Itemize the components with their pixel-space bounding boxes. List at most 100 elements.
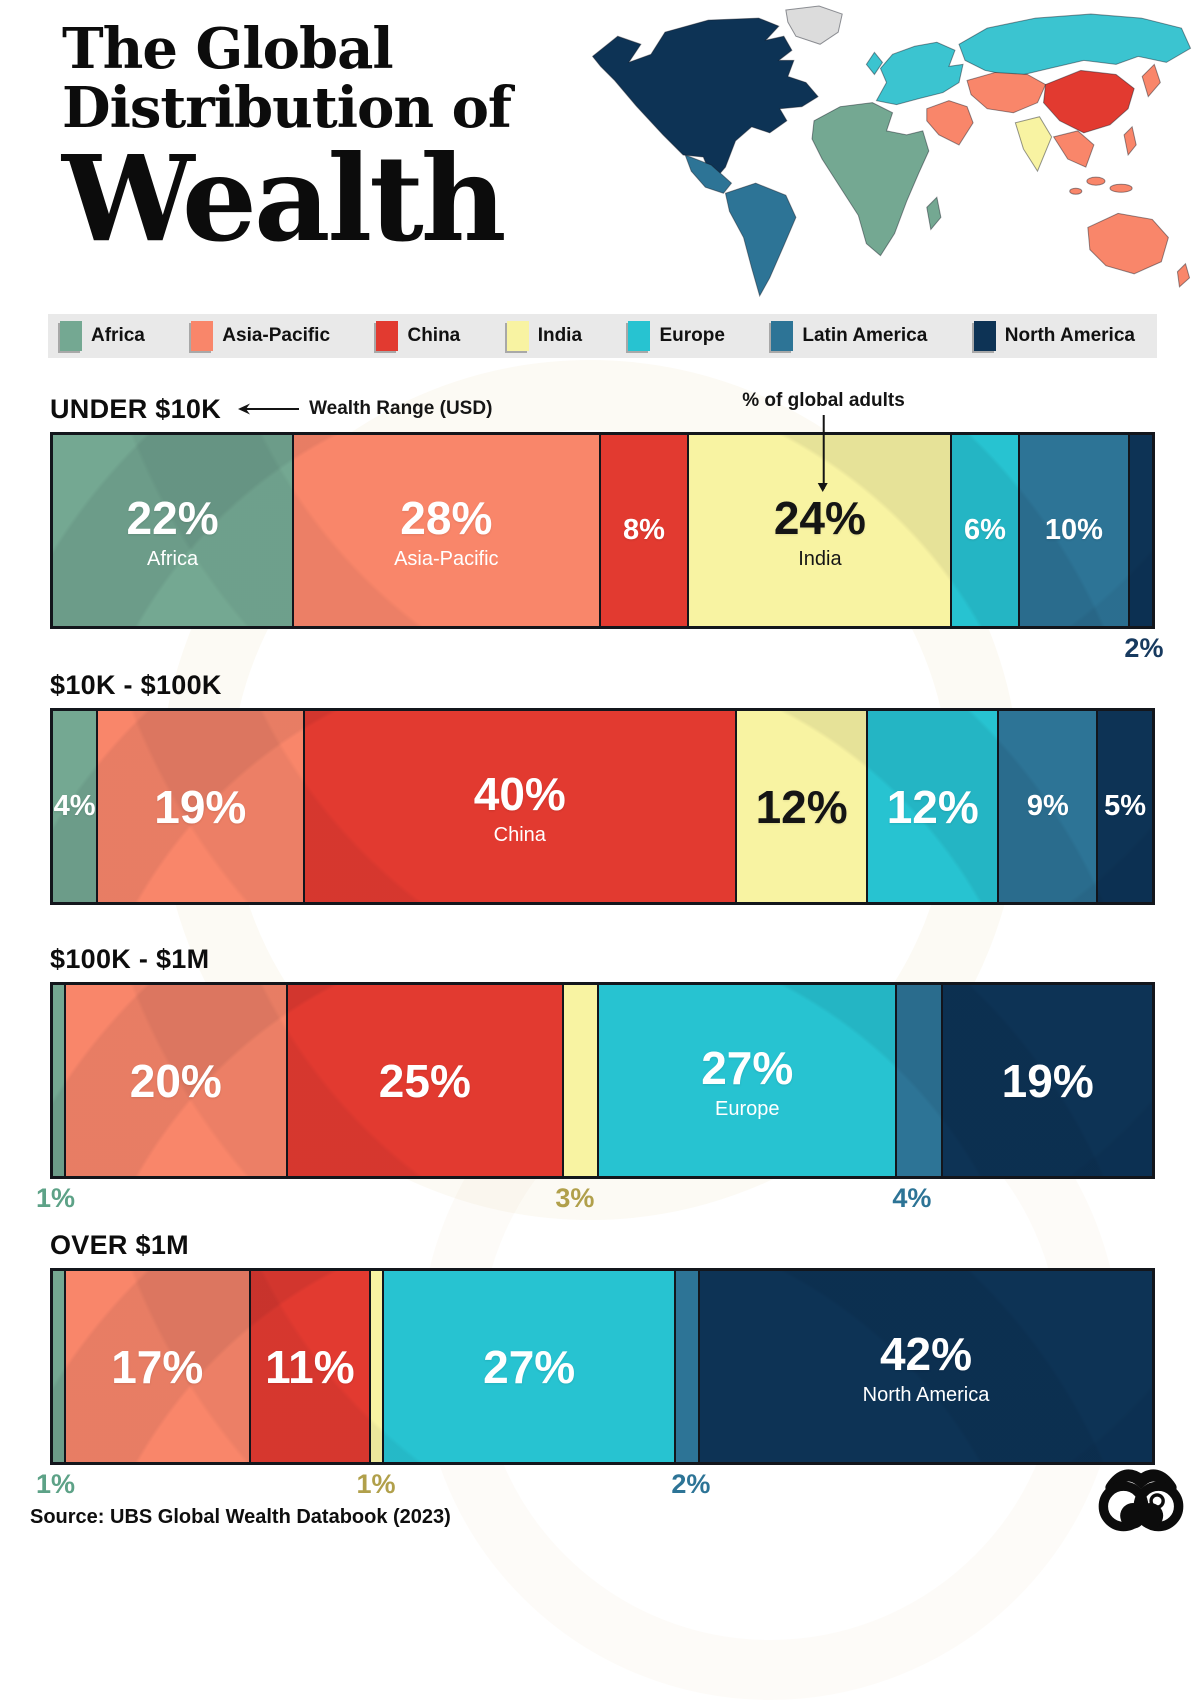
segment-europe: 27% Europe bbox=[597, 985, 896, 1176]
title-line-3: Wealth bbox=[62, 128, 507, 268]
legend-item-label: Africa bbox=[91, 325, 145, 346]
legend-item-latin-america: Latin America bbox=[771, 321, 927, 351]
global-adults-label: % of global adults bbox=[742, 390, 905, 411]
segment-value: 17% bbox=[111, 1340, 204, 1393]
below-labels-row: 1% 3% 4% bbox=[36, 1179, 1155, 1215]
segment-north-america bbox=[1128, 435, 1152, 626]
legend-swatch bbox=[973, 321, 996, 351]
segment-value: 19% bbox=[154, 780, 247, 833]
legend-item-europe: Europe bbox=[628, 321, 725, 351]
down-arrow-icon bbox=[818, 415, 828, 492]
legend-swatch bbox=[376, 321, 399, 351]
stacked-bar: 22% Africa 28% Asia-Pacific 8% 24% India 6% 10% bbox=[50, 432, 1155, 629]
below-label-north-america: 2% bbox=[1124, 633, 1164, 663]
map-region-new-zealand bbox=[1176, 262, 1191, 288]
legend-item-india: India bbox=[506, 321, 583, 351]
segment-india: 12% bbox=[735, 711, 867, 902]
segment-europe: 12% bbox=[866, 711, 998, 902]
map-region-europe bbox=[875, 41, 964, 106]
chart--10k-100k: $10K - $100K 4% 19% 40% China 12% 12% 9% 5% bbox=[50, 668, 1155, 941]
wealth-range-label: Wealth Range (USD) bbox=[309, 398, 493, 419]
legend-item-asia-pacific: Asia-Pacific bbox=[191, 321, 330, 351]
map-region-madagascar bbox=[926, 196, 942, 231]
segment-value: 8% bbox=[623, 514, 665, 546]
segment-latin-america: 9% bbox=[997, 711, 1097, 902]
below-label-latin-america: 2% bbox=[671, 1469, 711, 1499]
segment-asia-pacific: 20% bbox=[63, 985, 286, 1176]
map-region-greenland bbox=[785, 5, 843, 45]
chart-header: $10K - $100K bbox=[50, 668, 1155, 702]
stacked-bar: 20% 25% 27% Europe 19% bbox=[50, 982, 1155, 1179]
segment-value: 22% bbox=[126, 491, 219, 544]
global-adults-annotation: % of global adults bbox=[742, 390, 905, 492]
segment-value: 42% bbox=[879, 1327, 973, 1380]
map-region-southeast-asia bbox=[1052, 130, 1095, 168]
map-region-uk bbox=[865, 51, 884, 76]
legend-item-label: Latin America bbox=[802, 325, 928, 346]
stacked-bar: 17% 11% 27% 42% North America bbox=[50, 1268, 1155, 1465]
segment-value: 27% bbox=[483, 1340, 576, 1393]
stacked-bar: 4% 19% 40% China 12% 12% 9% 5% bbox=[50, 708, 1155, 905]
chart-header: OVER $1M bbox=[50, 1228, 1155, 1262]
segment-europe: 6% bbox=[950, 435, 1018, 626]
map-region-middle-east bbox=[926, 100, 974, 146]
segment-region-label: India bbox=[798, 547, 842, 570]
below-labels-row: 1% 1% 2% bbox=[36, 1465, 1155, 1501]
left-arrow-icon bbox=[238, 403, 300, 415]
map-region-africa bbox=[811, 102, 930, 257]
map-region-japan bbox=[1141, 63, 1161, 98]
segment-asia-pacific: 17% bbox=[63, 1271, 249, 1462]
segment-value: 25% bbox=[378, 1054, 471, 1107]
below-label-india: 1% bbox=[356, 1469, 396, 1499]
segment-value: 19% bbox=[1001, 1054, 1094, 1107]
segment-value: 9% bbox=[1026, 790, 1069, 822]
chart-header: $100K - $1M bbox=[50, 942, 1155, 976]
segment-value: 6% bbox=[963, 514, 1006, 546]
segment-asia-pacific: 28% Asia-Pacific bbox=[292, 435, 599, 626]
segment-india: 24% India bbox=[687, 435, 951, 626]
segment-value: 12% bbox=[755, 780, 848, 833]
legend-item-label: North America bbox=[1004, 325, 1135, 346]
segment-value: 40% bbox=[473, 767, 566, 820]
segment-region-label: Africa bbox=[147, 547, 199, 570]
wealth-range-title: OVER $1M bbox=[50, 1229, 189, 1260]
map-region-indonesia bbox=[1109, 183, 1133, 193]
map-region-philippines bbox=[1123, 125, 1137, 157]
map-region-central-asia bbox=[966, 71, 1047, 114]
title-line-2: Distribution of bbox=[62, 74, 512, 141]
map-region-indonesia bbox=[1086, 176, 1106, 186]
segment-africa: 22% Africa bbox=[53, 435, 293, 626]
segment-africa: 4% bbox=[53, 711, 97, 902]
map-region-south-america bbox=[724, 182, 797, 298]
below-label-africa: 1% bbox=[36, 1469, 76, 1499]
segment-china: 8% bbox=[598, 435, 688, 626]
legend-swatch bbox=[506, 321, 529, 351]
legend-item-label: Europe bbox=[659, 325, 725, 346]
segment-value: 20% bbox=[129, 1054, 222, 1107]
legend-item-china: China bbox=[376, 321, 460, 351]
map-region-north-america bbox=[591, 17, 819, 183]
segment-north-america: 42% North America bbox=[697, 1271, 1152, 1462]
map-region-india bbox=[1014, 116, 1053, 173]
segment-value: 10% bbox=[1044, 514, 1103, 546]
legend-item-north-america: North America bbox=[973, 321, 1135, 351]
below-label-latin-america: 4% bbox=[892, 1183, 932, 1213]
chart-header: UNDER $10K Wealth Range (USD) bbox=[50, 392, 1155, 426]
legend-item-label: Asia-Pacific bbox=[222, 325, 331, 346]
map-region-central-america bbox=[684, 154, 733, 194]
map-region-indonesia bbox=[1069, 187, 1083, 195]
chart-over-1m: OVER $1M 17% 11% 27% 42% North America 1% 1% 2… bbox=[36, 1228, 1155, 1501]
segment-china: 11% bbox=[248, 1271, 370, 1462]
wealth-range-title: UNDER $10K bbox=[50, 393, 222, 424]
segment-value: 4% bbox=[53, 790, 96, 822]
below-label-india: 3% bbox=[555, 1183, 595, 1213]
segment-value: 5% bbox=[1104, 790, 1147, 822]
segment-latin-america bbox=[674, 1271, 698, 1462]
segment-value: 12% bbox=[886, 780, 979, 833]
segment-india bbox=[369, 1271, 382, 1462]
charts: UNDER $10K Wealth Range (USD) % of globa… bbox=[36, 0, 1163, 1545]
legend-item-label: India bbox=[537, 325, 583, 346]
segment-region-label: China bbox=[493, 823, 546, 846]
segment-europe: 27% bbox=[381, 1271, 675, 1462]
segment-latin-america: 10% bbox=[1017, 435, 1129, 626]
